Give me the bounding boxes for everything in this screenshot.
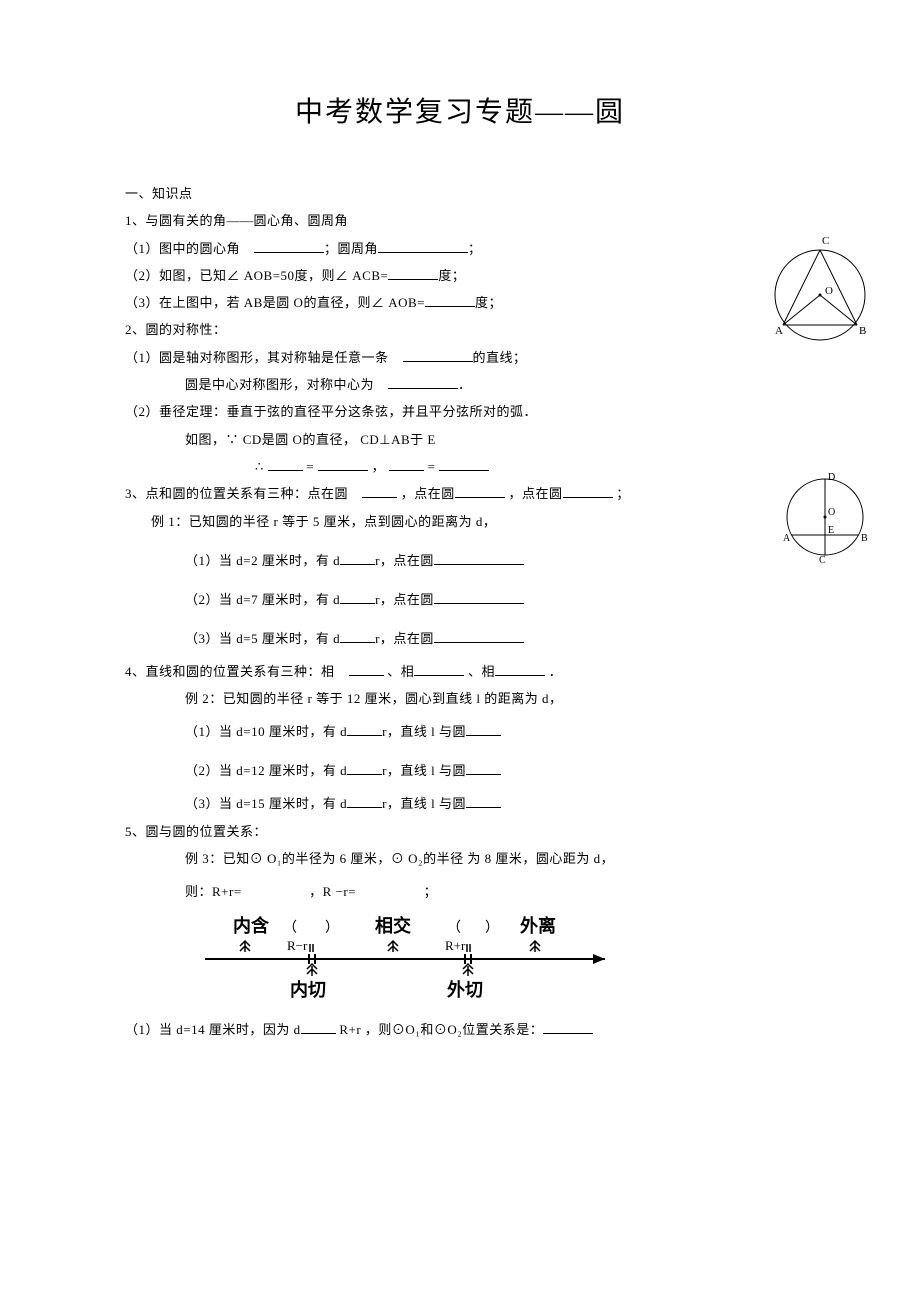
p1: 1、与圆有关的角——圆心角、圆周角 [125,207,795,234]
fig2-label-D: D [828,472,835,483]
p2: 2、圆的对称性： [125,316,795,343]
fig2-label-C: C [819,555,826,566]
ex1b: （2）当 d=7 厘米时，有 dr，点在圆 [125,580,795,619]
p1c: （3）在上图中，若 AB是圆 O的直径，则∠ AOB=度； [125,289,795,316]
p2a: （1）圆是轴对称图形，其对称轴是任意一条的直线； [125,344,795,371]
ex2b: （2）当 d=12 厘米时，有 dr，直线 l 与圆 [125,751,795,790]
svg-text:）: ） [485,920,499,936]
p4: 4、直线和圆的位置关系有三种：相 、相 、相 ． [125,658,795,685]
p3: 3、点和圆的位置关系有三种：点在圆 ，点在圆 ，点在圆 ； [125,480,795,507]
p2c: （2）垂径定理：垂直于弦的直径平分这条弦，并且平分弦所对的弧． [125,398,795,425]
p2d: 如图，∵ CD是圆 O的直径， CD⊥AB于 E [125,426,795,453]
svg-text:R+r: R+r [445,938,466,953]
fig2-label-E: E [828,525,834,536]
p5: 5、圆与圆的位置关系： [125,818,795,845]
svg-text:外离: 外离 [520,915,556,936]
p1b: （2）如图，已知∠ AOB=50度，则∠ ACB=度； [125,262,795,289]
svg-text:（: （ [283,920,297,936]
svg-text:R−r: R−r [287,938,308,953]
svg-text:相交: 相交 [375,915,411,936]
fig2-label-B: B [861,533,868,544]
ex2a: （1）当 d=10 厘米时，有 dr，直线 l 与圆 [125,712,795,751]
svg-text:外切: 外切 [447,979,483,1000]
p5a: （1）当 d=14 厘米时，因为 d R+r ，则⊙O₁和⊙O₂位置关系是： [125,1016,795,1043]
svg-text:（: （ [447,920,461,936]
ex1c: （3）当 d=5 厘米时，有 dr，点在圆 [125,619,795,658]
ex1a: （1）当 d=2 厘米时，有 dr，点在圆 [125,541,795,580]
ex2: 例 2：已知圆的半径 r 等于 12 厘米，圆心到直线 l 的距离为 d， [125,685,795,712]
ex2c: （3）当 d=15 厘米时，有 dr，直线 l 与圆 [125,790,795,817]
page-title: 中考数学复习专题——圆 [125,90,795,130]
svg-text:）: ） [325,920,339,936]
fig1-label-O: O [825,285,833,297]
p1a: （1）图中的圆心角；圆周角； [125,235,795,262]
number-line-figure: 内含 （ ） 相交 （ ） 外离 R−r R+r [185,914,645,1004]
section-heading: 一、知识点 [125,180,795,207]
fig1-label-B: B [859,325,866,337]
fig2-label-O: O [828,507,835,518]
p2e: ∴ = ， = [125,453,795,480]
nl-pre: 则：R+r= ，R −r= ； [125,878,795,905]
ex3: 例 3：已知⊙ O₁的半径为 6 厘米，⊙ O₂的半径 为 8 厘米，圆心距为 … [125,845,795,872]
ex1: 例 1：已知圆的半径 r 等于 5 厘米，点到圆心的距离为 d， [125,508,795,535]
p2b: 圆是中心对称图形，对称中心为． [125,371,795,398]
svg-text:内含: 内含 [233,915,270,936]
svg-text:内切: 内切 [290,979,326,1000]
fig1-label-C: C [822,235,829,247]
